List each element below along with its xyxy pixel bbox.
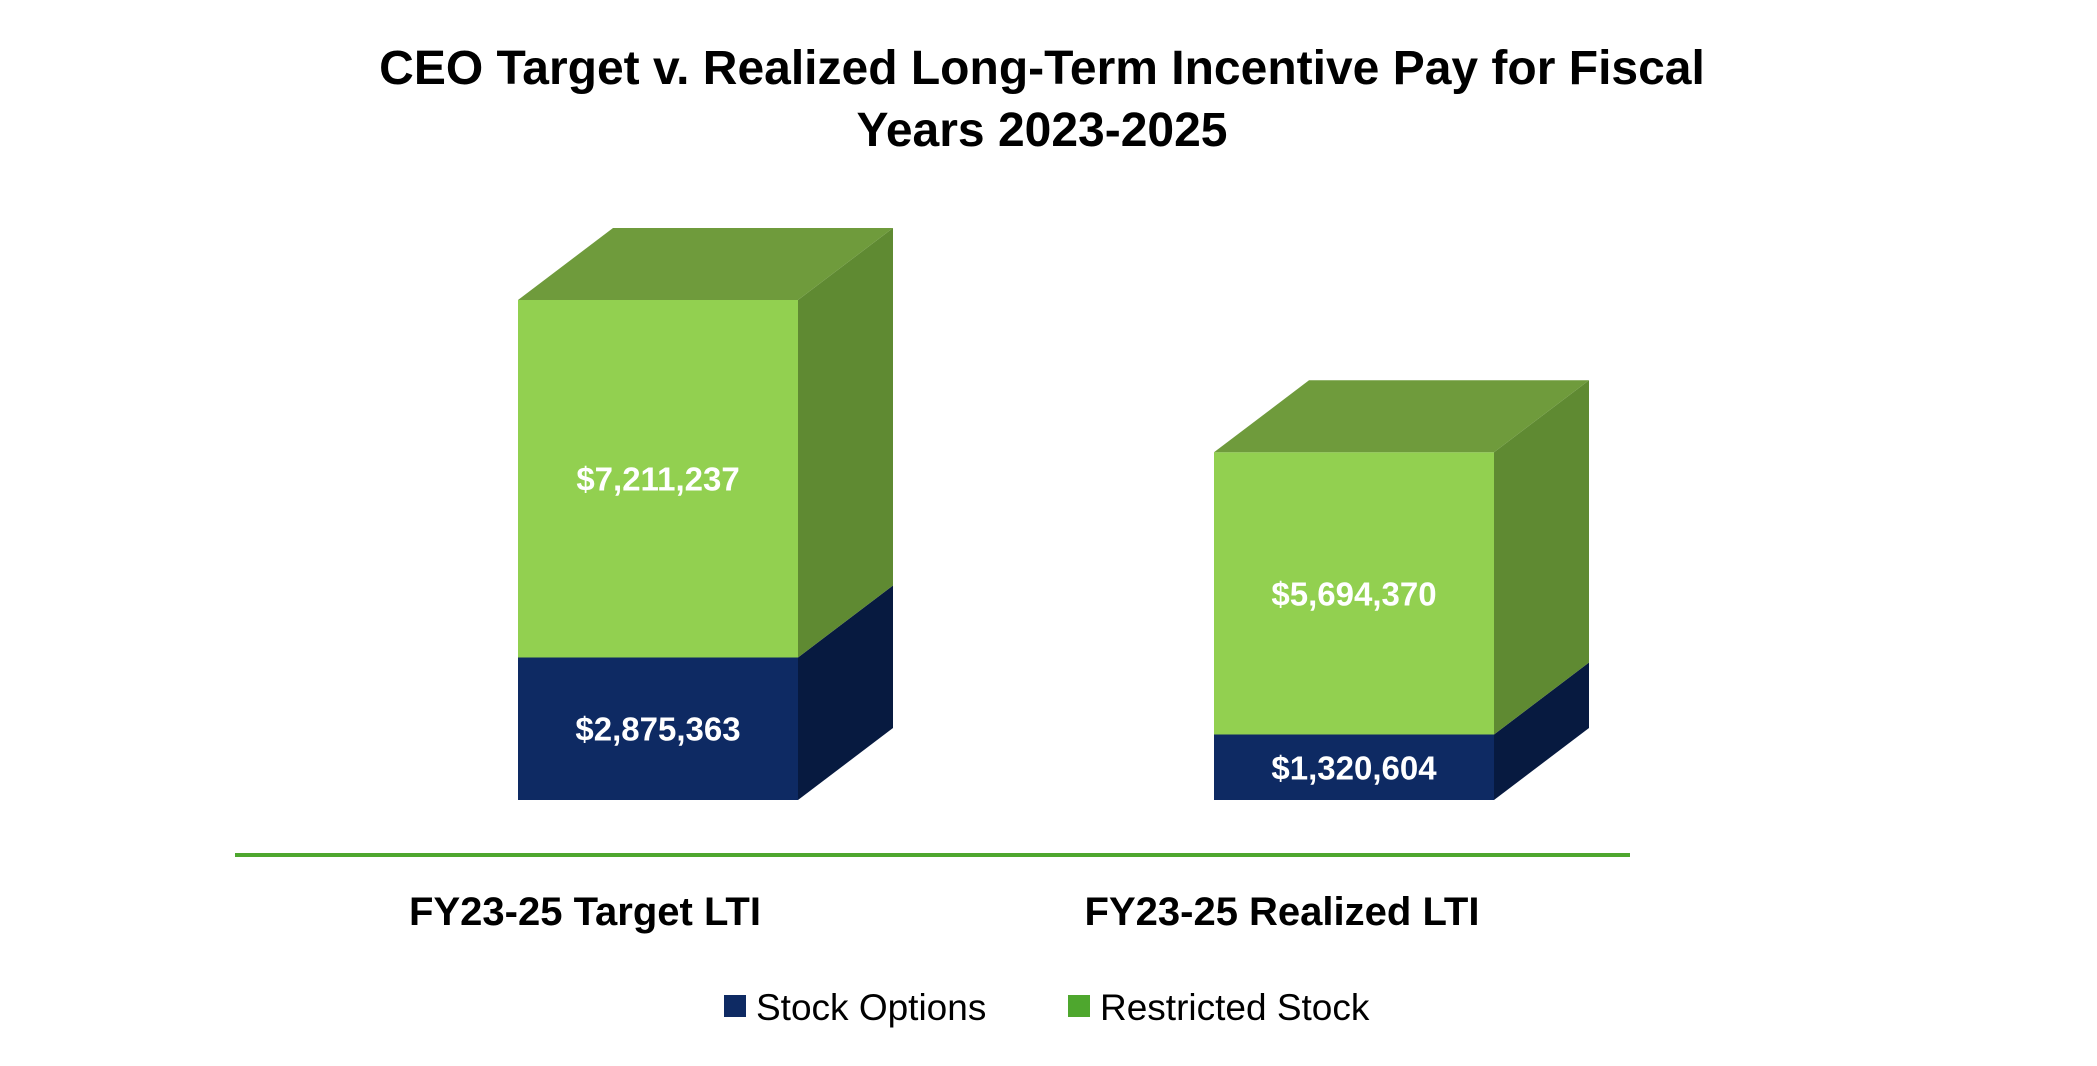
- chart-title-line-2: Years 2023-2025: [856, 104, 1227, 157]
- bar-side-restricted-stock-0: [798, 228, 893, 658]
- bar-top-restricted-stock-0: [518, 228, 893, 300]
- bar-side-restricted-stock-1: [1494, 380, 1589, 735]
- legend: Stock Options Restricted Stock: [724, 987, 1370, 1028]
- bar-front-restricted-stock-0: [518, 300, 798, 658]
- bar-front-restricted-stock-1: [1214, 452, 1494, 735]
- bar-side-stock-options-0: [798, 585, 893, 800]
- legend-label-restricted-stock: Restricted Stock: [1100, 987, 1370, 1028]
- category-label-target: FY23-25 Target LTI: [409, 890, 761, 934]
- legend-label-stock-options: Stock Options: [756, 987, 986, 1028]
- category-label-realized: FY23-25 Realized LTI: [1085, 890, 1480, 934]
- bar-front-stock-options-0: [518, 657, 798, 800]
- bar-top-restricted-stock-1: [1214, 380, 1589, 453]
- bar-side-stock-options-1: [1494, 662, 1589, 800]
- chart-title-line-1: CEO Target v. Realized Long-Term Incenti…: [379, 42, 1705, 95]
- bar-front-stock-options-1: [1214, 734, 1494, 800]
- data-label-stock-options-1: $1,320,604: [1271, 749, 1437, 786]
- data-label-restricted-stock-1: $5,694,370: [1271, 575, 1436, 612]
- data-label-stock-options-0: $2,875,363: [575, 711, 740, 748]
- legend-swatch-stock-options: [724, 995, 746, 1017]
- legend-swatch-restricted-stock: [1068, 995, 1090, 1017]
- data-label-restricted-stock-0: $7,211,237: [576, 461, 739, 498]
- bar-group: $2,875,363 $7,211,237 $1,320,604 $5,694,370: [518, 228, 1589, 800]
